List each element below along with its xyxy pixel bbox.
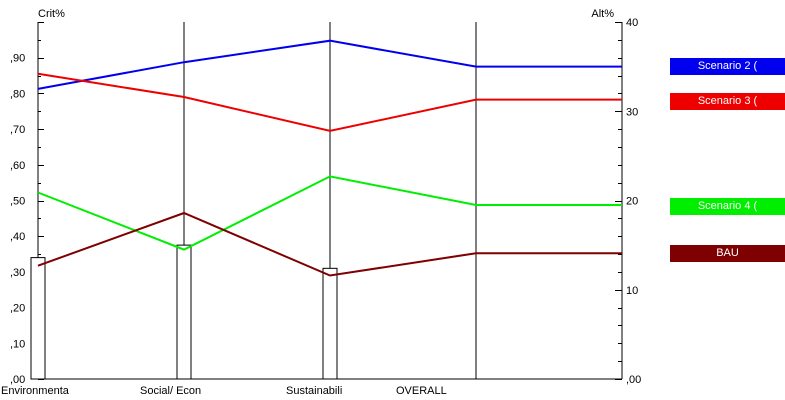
series-line-1 (37, 39, 622, 90)
right-tick-label: 10 (626, 285, 638, 297)
series-lines-layer (37, 39, 622, 277)
left-tick-label: ,30 (10, 267, 25, 279)
right-tick-label: 30 (626, 106, 638, 118)
left-tick-label: ,70 (10, 124, 25, 136)
left-axis-title: Crit% (38, 8, 65, 20)
labels-layer: ,00 ,10 ,20 ,30 ,40 ,50 ,60 ,70 ,80 ,90 ,00 10 20 30 4… (1, 8, 641, 397)
right-tick-label: 40 (626, 17, 638, 29)
left-tick-label: ,90 (10, 53, 25, 65)
legend-item: Scenario 4 ( (670, 198, 785, 215)
left-tick-label: ,20 (10, 303, 25, 315)
left-tick-label: ,60 (10, 160, 25, 172)
legend-item: Scenario 3 ( (670, 93, 785, 110)
right-tick-label: 20 (626, 196, 638, 208)
category-label: Sustainabili (286, 385, 342, 397)
legend-item: BAU (670, 245, 785, 262)
category-label: OVERALL (396, 385, 447, 397)
left-tick-label: ,80 (10, 88, 25, 100)
legend-item: Scenario 2 ( (670, 58, 785, 75)
criteria-weight-bar (176, 244, 192, 380)
series-line-4 (37, 211, 622, 277)
left-tick-label: ,50 (10, 196, 25, 208)
right-tick-label: ,00 (626, 374, 641, 386)
series-line-2 (37, 72, 622, 132)
criteria-bars-layer (30, 244, 338, 380)
category-label: Environmenta (1, 385, 70, 397)
criteria-weight-bar (30, 257, 46, 380)
left-tick-label: ,10 (10, 338, 25, 350)
category-label: Social/ Econ (140, 385, 201, 397)
right-axis-title: Alt% (591, 8, 614, 20)
left-tick-label: ,40 (10, 231, 25, 243)
criteria-weight-bar (322, 267, 338, 380)
left-tick-label: ,00 (10, 374, 25, 386)
